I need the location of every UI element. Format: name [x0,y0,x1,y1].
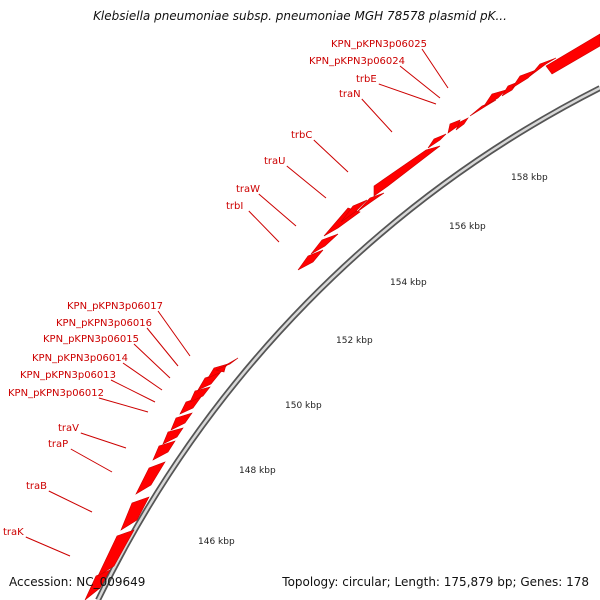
gene-label: trbC [291,130,312,141]
scale-label: 152 kbp [336,336,373,346]
gene-feature[interactable] [297,249,324,271]
gene-label-group: KPN_pKPN3p06025 KPN_pKPN3p06024 trbE traN tr… [3,39,427,538]
gene-feature[interactable] [179,396,202,415]
scale-label: 150 kbp [285,401,322,411]
gene-feature[interactable] [152,440,176,461]
backbone-arc [96,86,600,600]
gene-feature[interactable] [189,386,211,403]
gene-feature[interactable] [469,99,497,117]
label-leader [110,379,156,403]
gene-feature[interactable] [373,145,441,197]
label-leader [80,432,127,449]
label-leader [133,343,171,379]
label-leader [146,327,179,367]
gene-label: KPN_pKPN3p06014 [32,353,128,364]
scale-label-group: 146 kbp 148 kbp 150 kbp 152 kbp 154 kbp 156 k… [198,173,548,547]
gene-label: traU [264,156,285,167]
gene-feature[interactable] [197,372,221,391]
scale-label: 146 kbp [198,537,235,547]
gene-label: KPN_pKPN3p06024 [309,56,405,67]
gene-feature[interactable] [135,461,166,495]
gene-feature[interactable] [215,357,239,373]
gene-label: traW [236,184,260,195]
label-leader [361,98,393,133]
label-leaders [25,48,449,557]
label-leader [98,397,149,413]
scale-label: 158 kbp [511,173,548,183]
gene-label: traN [339,89,361,100]
scale-label: 154 kbp [390,278,427,288]
label-leader [48,490,93,513]
gene-feature[interactable] [162,427,184,445]
label-leader [421,48,449,89]
label-leader [122,362,163,391]
label-leader [157,310,191,357]
gene-feature[interactable] [97,529,135,577]
label-leader [248,210,280,243]
scale-label: 156 kbp [449,222,486,232]
label-leader [286,165,327,199]
gene-feature[interactable] [529,57,557,77]
gene-features [84,33,600,600]
gene-label: trbE [356,74,377,85]
label-leader [258,193,297,227]
gene-label: KPN_pKPN3p06013 [20,370,116,381]
gene-feature[interactable] [340,199,368,223]
gene-feature[interactable] [545,33,600,75]
scale-label: 148 kbp [239,466,276,476]
gene-feature[interactable] [483,89,508,107]
label-leader [378,83,437,105]
label-leader [399,65,441,99]
gene-feature[interactable] [84,569,111,600]
gene-label: traK [3,527,24,538]
gene-label: trbI [226,201,243,212]
gene-label: KPN_pKPN3p06016 [56,318,152,329]
label-leader [70,448,113,473]
gene-feature[interactable] [170,412,193,431]
gene-feature[interactable] [427,133,447,149]
gene-feature[interactable] [356,192,385,213]
summary-text: Topology: circular; Length: 175,879 bp; … [282,575,589,589]
gene-label: KPN_pKPN3p06012 [8,388,104,399]
accession-text: Accession: NC_009649 [9,575,146,589]
gene-label: traV [58,423,79,434]
gene-feature[interactable] [120,496,150,531]
gene-label: KPN_pKPN3p06025 [331,39,427,50]
gene-label: traP [48,439,68,450]
gene-label: KPN_pKPN3p06015 [43,334,139,345]
gene-label: KPN_pKPN3p06017 [67,301,163,312]
gene-feature[interactable] [455,117,469,131]
map-title: Klebsiella pneumoniae subsp. pneumoniae … [93,9,507,23]
label-leader [25,536,71,557]
gene-label: traB [26,481,47,492]
gene-feature[interactable] [447,119,461,134]
label-leader [313,139,349,173]
gene-feature[interactable] [310,233,339,255]
